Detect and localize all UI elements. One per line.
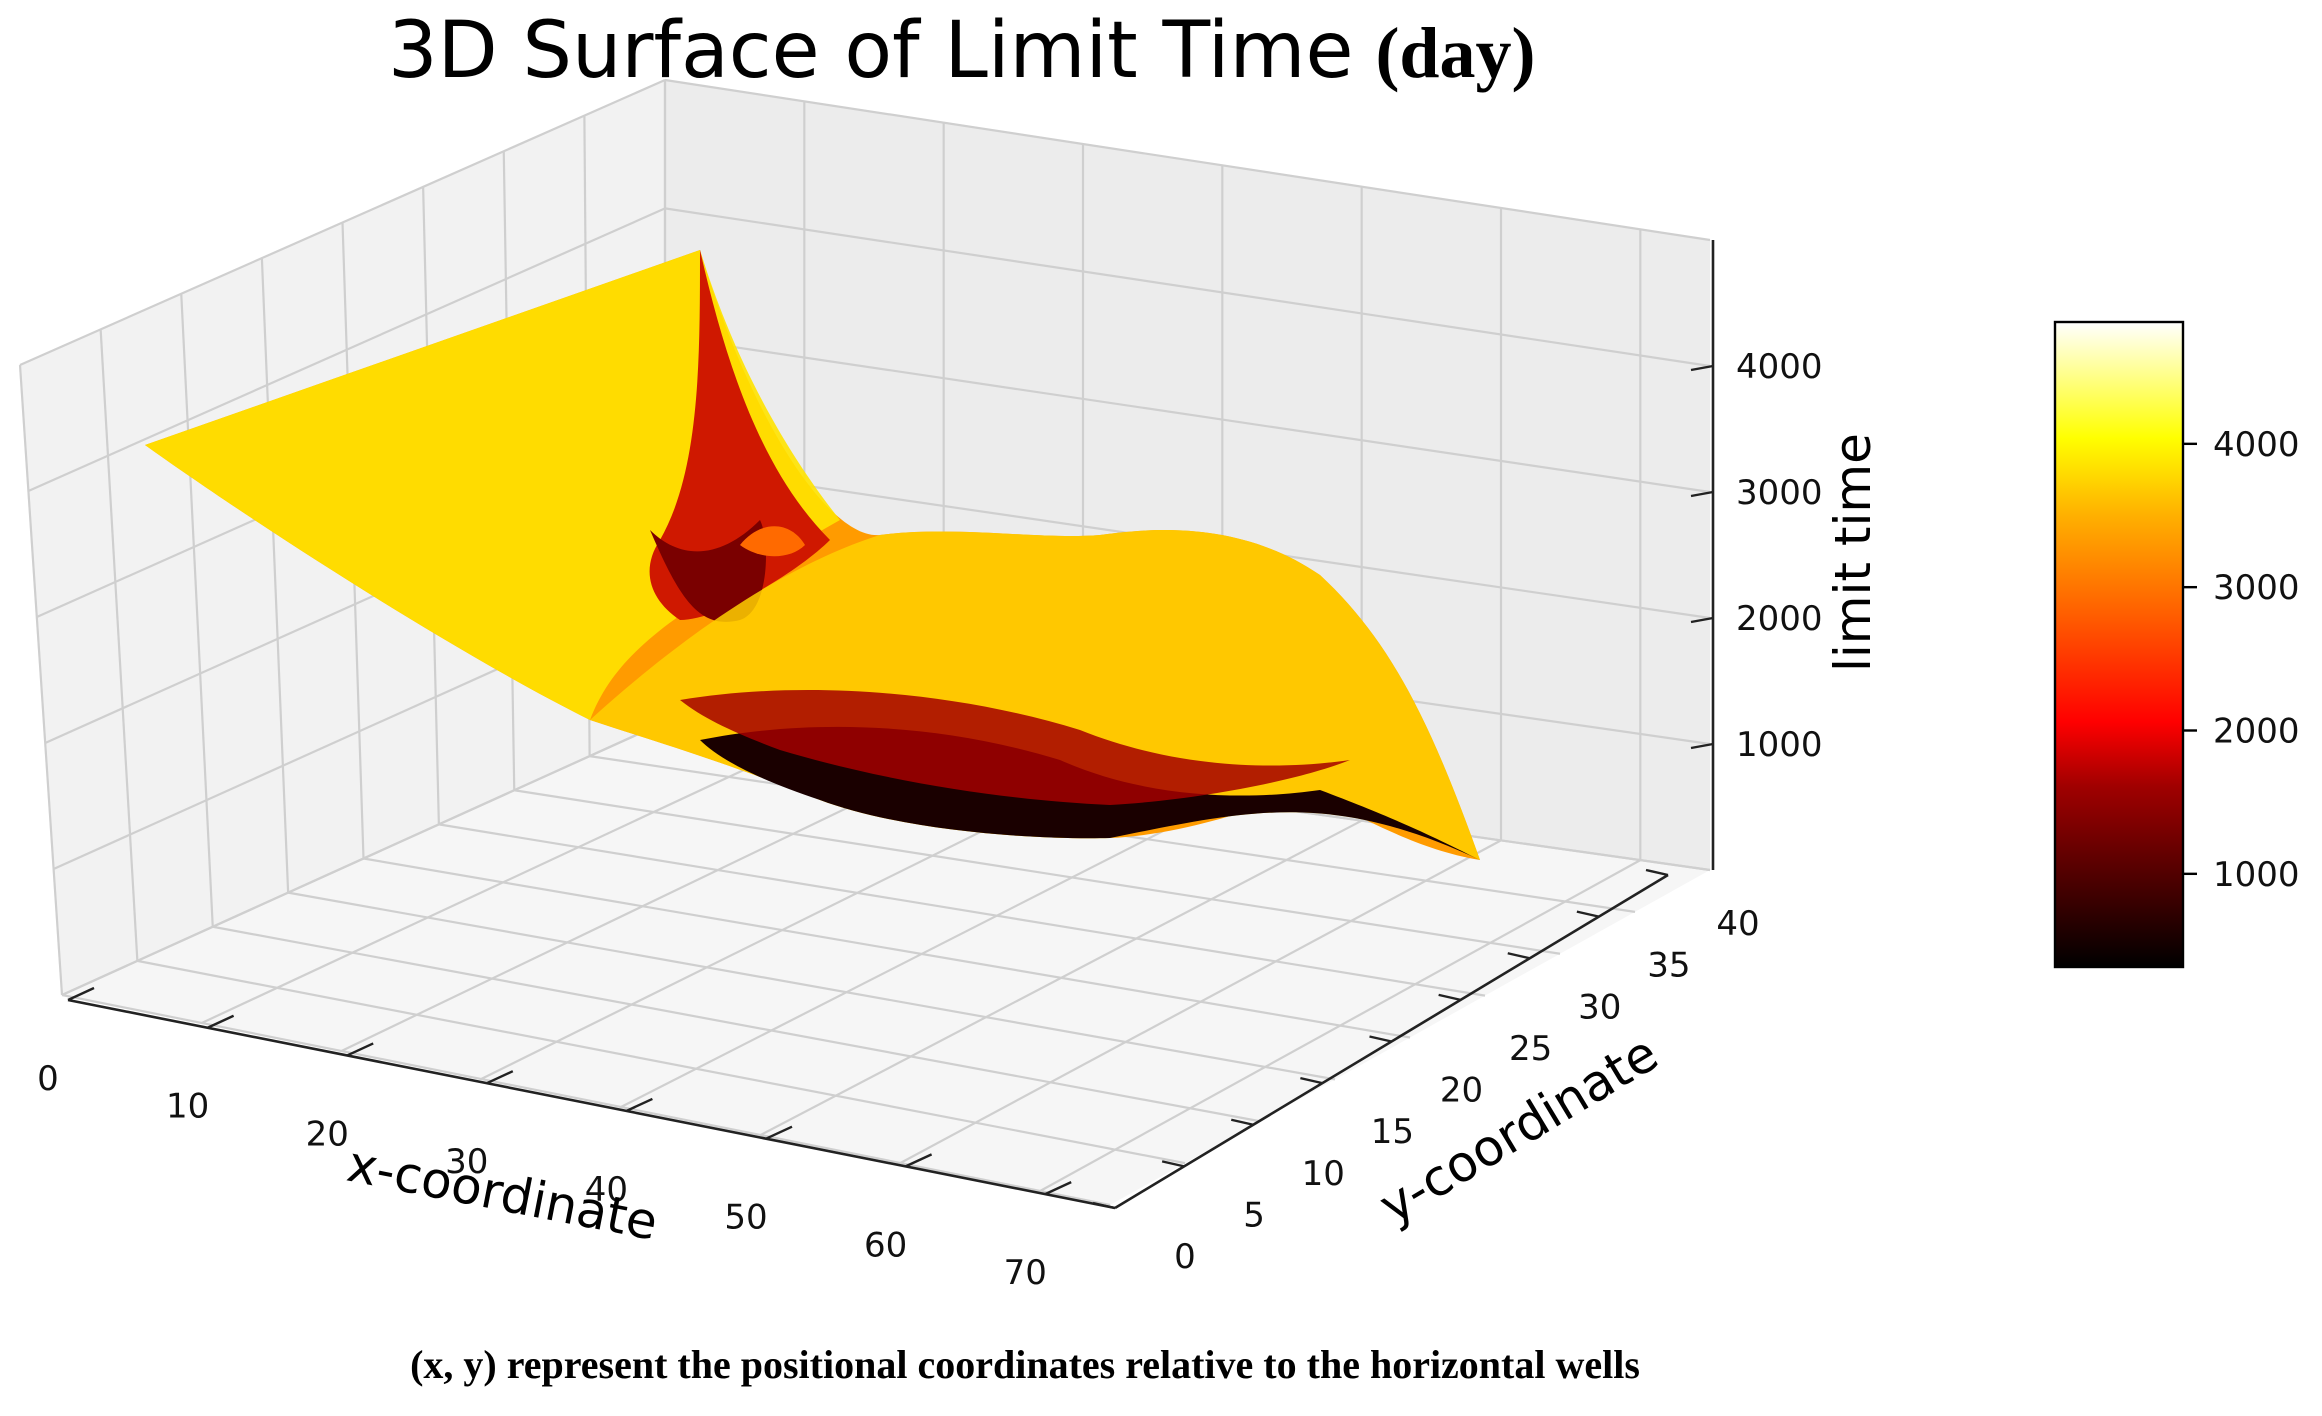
grid-left-y xyxy=(260,258,290,893)
z-tick-mark xyxy=(1690,364,1714,372)
colorbar: 1000 2000 3000 4000 xyxy=(2053,320,2300,969)
y-tick-mark xyxy=(1576,910,1600,918)
y-tick-label: 35 xyxy=(1647,946,1690,986)
z-tick-label: 2000 xyxy=(1736,599,1823,639)
surface-inner-valley xyxy=(649,250,830,620)
y-tick-mark xyxy=(1369,1035,1392,1043)
x-axis-line xyxy=(67,998,1116,1210)
axes-panes xyxy=(20,80,1710,1205)
grid-back-z xyxy=(664,207,1711,368)
y-tick-label: 40 xyxy=(1716,904,1759,944)
x-tick-label: 70 xyxy=(1004,1253,1047,1293)
x-tick-label: 30 xyxy=(445,1142,488,1182)
grid-floor-y xyxy=(287,891,1336,1081)
z-tick-mark xyxy=(1690,616,1714,624)
colorbar-tick-label: 4000 xyxy=(2213,425,2300,465)
grid-back-z xyxy=(664,335,1711,494)
y-tick-mark xyxy=(1161,1160,1185,1168)
x-axis-label: x-coordinate xyxy=(343,1135,663,1252)
grid-left-y xyxy=(180,293,214,927)
chart-title: 3D Surface of Limit Time (day) xyxy=(388,6,1535,96)
z-tick-label: 3000 xyxy=(1736,473,1823,513)
y-tick-mark xyxy=(1507,952,1531,960)
y-tick-mark xyxy=(1300,1076,1323,1085)
x-tick-mark xyxy=(346,1042,374,1057)
colorbar-tick-label: 2000 xyxy=(2213,712,2300,752)
x-tick-label: 0 xyxy=(37,1059,59,1099)
colorbar-gradient xyxy=(2053,320,2185,969)
x-tick-label: 20 xyxy=(306,1114,349,1154)
x-tick-label: 40 xyxy=(585,1170,628,1210)
colorbar-ticks: 1000 2000 3000 4000 xyxy=(2183,425,2300,895)
z-axis-ticks: 1000 2000 3000 4000 xyxy=(1690,347,1823,765)
grid-left-y xyxy=(18,364,64,996)
grid-left-z xyxy=(19,78,666,367)
y-tick-label: 20 xyxy=(1440,1071,1483,1111)
grid-floor-y xyxy=(212,925,1261,1123)
x-tick-mark xyxy=(207,1014,235,1029)
y-tick-label: 30 xyxy=(1578,987,1621,1027)
y-tick-mark xyxy=(1438,993,1461,1002)
figure-caption: (x, y) represent the positional coordina… xyxy=(410,1342,1640,1387)
y-tick-mark xyxy=(1645,868,1669,877)
z-tick-mark xyxy=(1690,742,1714,750)
x-tick-mark xyxy=(765,1125,793,1140)
grid-left-y xyxy=(99,329,139,961)
grid-left-z xyxy=(27,207,666,493)
x-axis-ticks: 0 10 20 30 40 50 60 70 xyxy=(37,986,1072,1293)
z-tick-label: 1000 xyxy=(1736,725,1823,765)
grid-floor-y xyxy=(363,857,1411,1039)
grid-left-z xyxy=(61,720,666,997)
x-tick-mark xyxy=(625,1097,653,1113)
y-tick-mark xyxy=(1092,1201,1116,1210)
grid-back-z xyxy=(664,78,1711,242)
surface-valley-bottom xyxy=(650,520,766,622)
y-axis-ticks: 0 5 10 15 20 25 30 35 40 xyxy=(1092,868,1760,1277)
x-tick-mark xyxy=(1044,1181,1072,1196)
chart-title-unit: (day) xyxy=(1375,13,1535,93)
grid-floor-y xyxy=(514,789,1561,955)
grid-floor-y xyxy=(438,823,1486,997)
z-tick-mark xyxy=(1690,490,1714,498)
x-tick-mark xyxy=(486,1070,514,1085)
y-tick-mark xyxy=(1230,1118,1254,1126)
y-tick-label: 0 xyxy=(1174,1237,1196,1277)
x-tick-mark xyxy=(67,986,95,1002)
surface-trough-glow xyxy=(680,690,1350,805)
floor-pane xyxy=(62,722,1710,1205)
z-tick-label: 4000 xyxy=(1736,347,1823,387)
colorbar-tick-label: 1000 xyxy=(2213,855,2300,895)
y-tick-label: 5 xyxy=(1243,1195,1265,1235)
y-tick-label: 25 xyxy=(1509,1029,1552,1069)
grid-floor-y xyxy=(137,959,1186,1165)
surface-central-bump xyxy=(740,526,805,557)
x-tick-mark xyxy=(905,1153,933,1168)
x-tick-label: 10 xyxy=(166,1087,209,1127)
z-axis-label: limit time xyxy=(1824,433,1882,672)
surface xyxy=(145,250,1480,860)
x-tick-label: 50 xyxy=(724,1198,767,1238)
colorbar-tick-label: 3000 xyxy=(2213,568,2300,608)
y-tick-label: 15 xyxy=(1371,1112,1414,1152)
chart-title-main: 3D Surface of Limit Time xyxy=(388,6,1353,96)
y-tick-label: 10 xyxy=(1302,1154,1345,1194)
grid-floor-y xyxy=(61,993,1111,1207)
x-tick-label: 60 xyxy=(864,1225,907,1265)
